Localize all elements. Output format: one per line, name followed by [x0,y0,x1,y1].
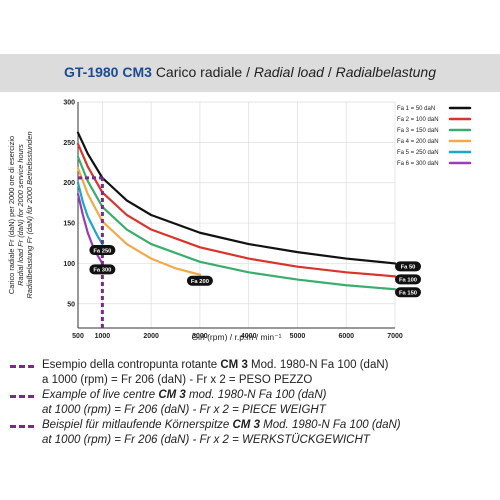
series-end-label: Fa 250 [93,248,111,254]
series-line [76,181,104,246]
chart-title: GT-1980 CM3 Carico radiale / Radial load… [0,64,500,80]
legend-label: Fa 3 = 150 daN [397,128,439,134]
series-end-label-bg [89,245,116,256]
y-tick-label: 250 [63,140,75,147]
axes [77,102,395,329]
series-line [76,167,202,276]
example-notes: Esempio della contropunta rotante CM 3 M… [10,358,490,448]
note-english: Example of live centre CM 3 mod. 1980-N … [10,388,490,418]
title-italian: Carico radiale [155,64,243,80]
series-line [76,142,397,278]
series-end-label-bg [89,264,116,275]
series-end-label: Fa 50 [401,265,416,271]
title-sep-2: / [327,64,332,80]
series-end-label-bg [186,275,213,286]
series-end-label-bg [395,287,421,298]
legend: Fa 1 = 50 daN Fa 2 = 100 daN Fa 3 = 150 da… [397,106,472,167]
x-tick-label: 500 [72,333,84,340]
legend-label: Fa 1 = 50 daN [397,106,435,112]
model-name: GT-1980 CM3 [63,64,152,80]
dashed-line-icon [10,395,34,398]
legend-label: Fa 4 = 200 daN [397,139,439,145]
x-tick-label: 4000 [241,333,257,340]
y-axis-label: Carico radiale Fr (daN) per 2000 ore di … [7,131,34,298]
series-end-label: Fa 200 [191,279,209,285]
title-english: Radial load [253,64,324,80]
series-end-labels: Fa 50 Fa 100 Fa 150 Fa 200 Fa 250 Fa 300 [89,245,421,298]
y-tick-label: 50 [67,301,75,308]
series-line [76,155,397,291]
legend-label: Fa 5 = 250 daN [397,150,439,156]
y-tick-label: 300 [63,100,75,107]
tick-labels: 500 1000 2000 3000 4000 5000 6000 7000 50 100 150 2… [63,100,403,341]
series-end-label-bg [395,274,421,285]
legend-label: Fa 2 = 100 daN [397,117,439,123]
title-sep-1: / [246,64,250,80]
x-tick-label: 2000 [143,333,159,340]
title-german: Radialbelastung [335,64,436,80]
x-tick-label: 1000 [95,333,111,340]
y-tick-label: 200 [63,180,75,187]
radial-load-chart: Carico radiale Fr (daN) per 2000 ore di … [7,100,472,342]
y-tick-label: 100 [63,261,75,268]
x-tick-label: 6000 [338,333,354,340]
x-tick-label: 3000 [192,333,208,340]
series-end-label: Fa 150 [399,291,417,297]
series-lines [76,131,397,291]
x-tick-label: 5000 [290,333,306,340]
y-axis-label-line: Radial load Fr (daN) for 2000 service ho… [16,144,25,286]
legend-label: Fa 6 = 300 daN [397,161,439,167]
series-end-label: Fa 300 [93,268,111,274]
x-axis-label: Giri (rpm) / r.p.m / min⁻¹ [192,332,282,342]
note-german: Beispiel für mitlaufende Körnerspitze CM… [10,418,490,448]
y-tick-label: 150 [63,221,75,228]
series-line [76,192,104,265]
x-tick-label: 7000 [387,333,403,340]
series-end-label-bg [395,261,421,272]
series-line [76,131,397,265]
dashed-line-icon [10,425,34,428]
title-bar [0,54,500,92]
y-axis-label-line: Carico radiale Fr (daN) per 2000 ore di … [7,136,16,294]
series-end-label: Fa 100 [399,278,417,284]
note-italian: Esempio della contropunta rotante CM 3 M… [10,358,490,388]
y-axis-label-line: Radialbelastung Fr (daN) für 2000 Betrie… [25,131,34,298]
dashed-line-icon [10,365,34,368]
